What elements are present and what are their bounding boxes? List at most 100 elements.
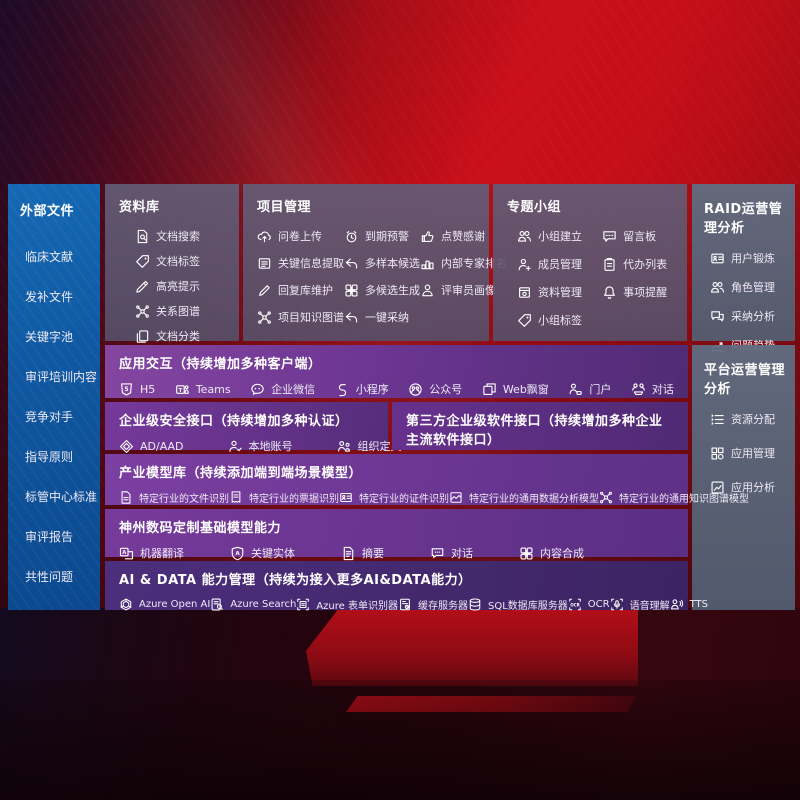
org-people-icon bbox=[337, 439, 352, 454]
sidebar-item[interactable]: 竞争对手 bbox=[25, 408, 100, 425]
feature-item[interactable]: 角色管理 bbox=[710, 279, 795, 295]
feature-item-label: 缓存服务器 bbox=[418, 601, 468, 612]
feature-item[interactable]: 多候选生成 bbox=[344, 282, 420, 298]
feature-item-label: 点赞感谢 bbox=[441, 230, 485, 243]
entity-shield-icon: A bbox=[230, 546, 245, 561]
feature-item[interactable]: OCR OCR bbox=[568, 598, 610, 612]
feature-item-label: TTS bbox=[689, 599, 708, 610]
feature-item[interactable]: 内部专家排名 bbox=[420, 255, 507, 271]
feature-item[interactable]: 特定行业的证件识别 bbox=[339, 490, 449, 505]
sidebar-item[interactable]: 指导原则 bbox=[25, 448, 100, 465]
feature-item[interactable]: Azure Open AI bbox=[119, 598, 210, 612]
digital-list: A 机器翻译 A 关键实体 摘要 对话 内容合成 bbox=[119, 545, 674, 561]
feature-item-label: 小组标签 bbox=[538, 314, 582, 327]
feature-item[interactable]: 特定行业的通用数据分析模型 bbox=[449, 490, 599, 505]
feature-item[interactable]: 门户 bbox=[568, 381, 611, 397]
feature-item-label: Azure Search bbox=[230, 599, 297, 610]
feature-item[interactable]: A 关键实体 bbox=[230, 545, 295, 561]
feature-item-label: 摘要 bbox=[362, 547, 384, 560]
feature-item[interactable]: 特定行业的文件识别 bbox=[119, 490, 229, 505]
wechat-icon bbox=[250, 382, 265, 397]
feature-item[interactable]: SQL数据库服务器 bbox=[468, 597, 568, 612]
feature-item[interactable]: 对话 bbox=[430, 545, 473, 561]
tag-icon bbox=[517, 313, 532, 328]
feature-item[interactable]: 高亮提示 bbox=[135, 278, 239, 294]
feature-item[interactable]: AD/AAD bbox=[119, 439, 184, 454]
platform-panel-title: 平台运营管理分析 bbox=[704, 363, 786, 397]
feature-item[interactable]: 问卷上传 bbox=[257, 228, 344, 244]
feature-item[interactable]: 文档搜索 bbox=[135, 228, 239, 244]
feature-item-label: 到期预警 bbox=[365, 230, 409, 243]
feature-item[interactable]: Azure Search bbox=[210, 598, 296, 612]
feature-item-label: 对话 bbox=[651, 383, 674, 396]
feature-item[interactable]: 点赞感谢 bbox=[420, 228, 507, 244]
sidebar-item[interactable]: 审评培训内容 bbox=[25, 368, 100, 385]
feature-item[interactable]: A 机器翻译 bbox=[119, 545, 184, 561]
azure-search-icon bbox=[210, 598, 224, 612]
feature-item[interactable]: 特定行业的票据识别 bbox=[229, 490, 339, 505]
feature-item[interactable]: 公众号 bbox=[408, 381, 462, 397]
app-interaction-row: 应用交互（持续增加多种客户端） 5 H5 T Teams 企业微信 小程序 公众… bbox=[105, 345, 688, 398]
feature-item[interactable]: 企业微信 bbox=[250, 381, 315, 397]
openai-icon bbox=[119, 598, 133, 612]
feature-item[interactable]: 应用分析 bbox=[710, 479, 795, 495]
feature-item[interactable]: 用户锻炼 bbox=[710, 250, 795, 266]
feature-item[interactable]: 摘要 bbox=[341, 545, 384, 561]
feature-item[interactable]: 成员管理 bbox=[517, 256, 602, 272]
feature-item[interactable]: 留言板 bbox=[602, 228, 681, 244]
adopt-arrow-icon bbox=[344, 310, 359, 325]
feature-item[interactable]: 5 H5 bbox=[119, 382, 155, 397]
sidebar-item[interactable]: 共性问题 bbox=[25, 568, 100, 585]
feature-item-label: Web飘窗 bbox=[502, 383, 549, 396]
feature-item[interactable]: 内容合成 bbox=[519, 545, 584, 561]
aidata-list: Azure Open AI Azure Search Azure 表单识别器 缓… bbox=[119, 597, 708, 612]
sidebar-item[interactable]: 标管中心标准 bbox=[25, 488, 100, 505]
sidebar-item[interactable]: 关键字池 bbox=[25, 328, 100, 345]
sidebar-item[interactable]: 发补文件 bbox=[25, 288, 100, 305]
feature-item[interactable]: Web飘窗 bbox=[482, 381, 549, 397]
feature-item[interactable]: T Teams bbox=[175, 382, 231, 397]
feature-item[interactable]: Azure 表单识别器 bbox=[296, 597, 398, 612]
person-icon bbox=[420, 283, 435, 298]
feature-item[interactable]: 缓存服务器 bbox=[398, 597, 468, 612]
feature-item[interactable]: 本地账号 bbox=[228, 438, 293, 454]
feature-item[interactable]: 资源分配 bbox=[710, 411, 795, 427]
feature-item[interactable]: 多样本候选 bbox=[344, 255, 420, 271]
project-grid: 问卷上传 到期预警 点赞感谢 关键信息提取 多样本候选 内部专家排名 回复库维护 bbox=[257, 228, 507, 325]
feature-item[interactable]: 小组建立 bbox=[517, 228, 602, 244]
feature-item[interactable]: 组织定义 bbox=[337, 438, 402, 454]
aidata-row-title: AI & DATA 能力管理（持续为接入更多AI&DATA能力） bbox=[119, 573, 472, 588]
feature-item-label: 关系图谱 bbox=[156, 305, 200, 318]
industry-row-title: 产业模型库（持续添加端到端场景模型） bbox=[119, 466, 363, 481]
feature-item[interactable]: 文档标签 bbox=[135, 253, 239, 269]
feature-item[interactable]: 项目知识图谱 bbox=[257, 309, 344, 325]
feature-item[interactable]: 小程序 bbox=[335, 381, 389, 397]
feature-item[interactable]: 对话 bbox=[631, 381, 674, 397]
feature-item[interactable]: TTS bbox=[670, 598, 708, 612]
feature-item[interactable]: 一键采纳 bbox=[344, 309, 420, 325]
feature-item[interactable]: 小组标签 bbox=[517, 312, 602, 328]
feature-item[interactable]: 文档分类 bbox=[135, 328, 239, 344]
feature-item[interactable]: 到期预警 bbox=[344, 228, 420, 244]
cloud-upload-icon bbox=[257, 229, 272, 244]
sidebar-item[interactable]: 临床文献 bbox=[25, 248, 100, 265]
ocr-icon: OCR bbox=[568, 598, 582, 612]
svg-text:OCR: OCR bbox=[570, 602, 580, 607]
feature-item[interactable]: 特定行业的通用知识图谱模型 bbox=[599, 490, 749, 505]
feature-item-label: 文档分类 bbox=[156, 330, 200, 343]
feature-item[interactable]: 评审员画像 bbox=[420, 282, 507, 298]
feature-item[interactable]: 代办列表 bbox=[602, 256, 681, 272]
sidebar-item[interactable]: 审评报告 bbox=[25, 528, 100, 545]
feature-item[interactable]: 采纳分析 bbox=[710, 308, 795, 324]
feature-item-label: SQL数据库服务器 bbox=[488, 601, 568, 612]
feature-item[interactable]: 语音理解 bbox=[610, 597, 670, 612]
feature-item[interactable]: 资料管理 bbox=[517, 284, 602, 300]
feature-item[interactable]: 关系图谱 bbox=[135, 303, 239, 319]
summary-doc-icon bbox=[341, 546, 356, 561]
feature-item[interactable]: 事项提醒 bbox=[602, 284, 681, 300]
feature-item-label: Azure 表单识别器 bbox=[316, 601, 398, 612]
feature-item[interactable]: 应用管理 bbox=[710, 445, 795, 461]
web-window-icon bbox=[482, 382, 497, 397]
feature-item[interactable]: 关键信息提取 bbox=[257, 255, 344, 271]
feature-item[interactable]: 回复库维护 bbox=[257, 282, 344, 298]
